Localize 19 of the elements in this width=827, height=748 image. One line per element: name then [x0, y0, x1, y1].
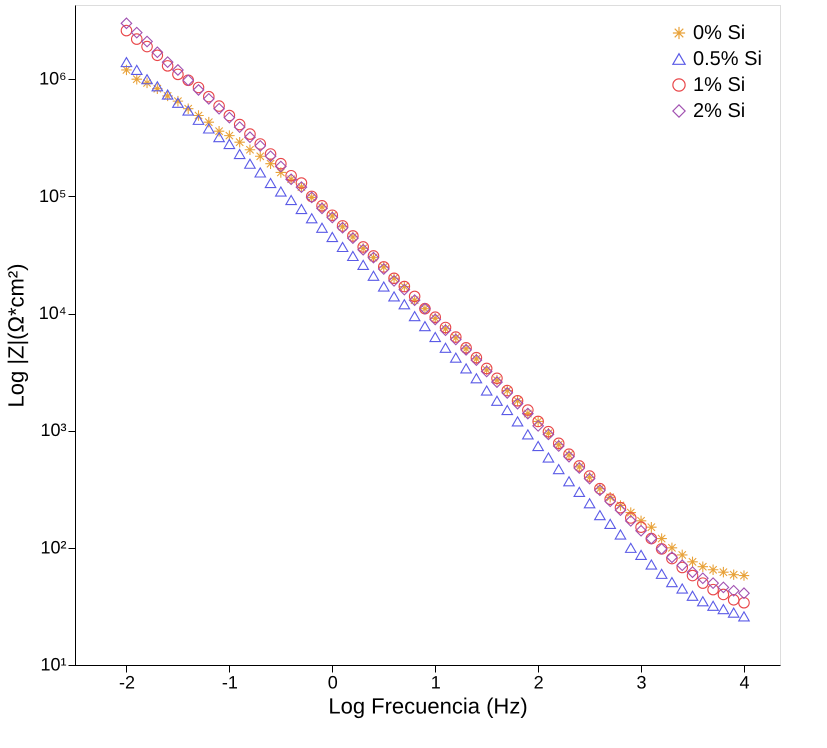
- x-tick-label: 3: [636, 672, 647, 692]
- x-axis-title: Log Frecuencia (Hz): [328, 694, 528, 718]
- legend-label: 0% Si: [693, 22, 746, 44]
- x-tick-label: 0: [328, 672, 338, 692]
- y-tick-label: 10⁴: [38, 303, 66, 324]
- x-tick-label: -1: [222, 672, 238, 692]
- x-tick-label: -2: [118, 672, 135, 692]
- x-tick-label: 2: [534, 672, 544, 692]
- legend-label: 1% Si: [693, 74, 746, 96]
- legend-label: 0.5% Si: [693, 48, 762, 70]
- legend-label: 2% Si: [693, 100, 746, 122]
- y-tick-label: 10¹: [40, 654, 67, 674]
- x-tick-label: 4: [739, 672, 750, 692]
- y-tick-label: 10³: [40, 420, 67, 440]
- y-tick-label: 10⁶: [39, 68, 66, 89]
- y-tick-label: 10²: [40, 537, 67, 558]
- y-axis-title: Log |Z|(Ω*cm²): [4, 264, 29, 408]
- y-tick-label: 10⁵: [39, 186, 66, 206]
- x-tick-label: 1: [430, 672, 441, 692]
